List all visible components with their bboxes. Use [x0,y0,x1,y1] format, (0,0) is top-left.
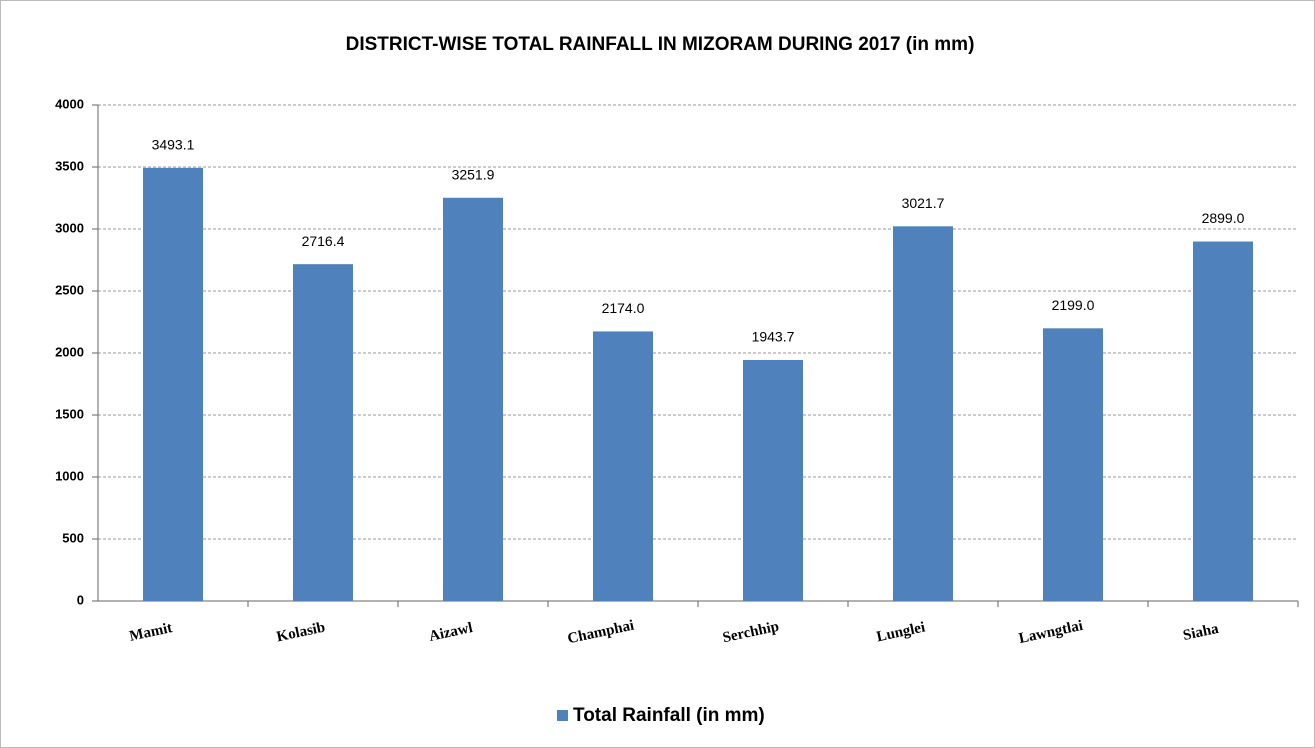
y-tick-label: 1500 [55,406,84,421]
y-tick-label: 2000 [55,344,84,359]
y-tick-label: 1000 [55,468,84,483]
value-label: 2716.4 [302,233,345,249]
y-tick-label: 2500 [55,282,84,297]
value-label: 2899.0 [1202,210,1245,226]
value-label: 1943.7 [752,329,795,345]
bar [143,167,203,602]
legend-swatch [557,710,568,721]
value-label: 2174.0 [602,300,645,316]
y-tick-label: 4000 [55,96,84,111]
chart-title: DISTRICT-WISE TOTAL RAINFALL IN MIZORAM … [346,34,975,55]
y-tick-label: 3500 [55,158,84,173]
y-tick-label: 0 [77,592,84,607]
value-label: 3251.9 [452,166,495,182]
bar [1193,241,1253,602]
value-label: 3493.1 [152,137,195,153]
bar [1043,328,1103,601]
value-label: 2199.0 [1052,297,1095,313]
y-tick-label: 500 [62,530,84,545]
y-tick-label: 3000 [55,220,84,235]
value-label: 3021.7 [902,195,945,211]
bar [593,331,653,601]
bar [743,359,803,601]
x-tick-label: Siaha [1182,621,1221,644]
legend-label: Total Rainfall (in mm) [573,705,765,726]
bar [893,226,953,601]
bar [443,197,503,601]
bar [293,264,353,601]
